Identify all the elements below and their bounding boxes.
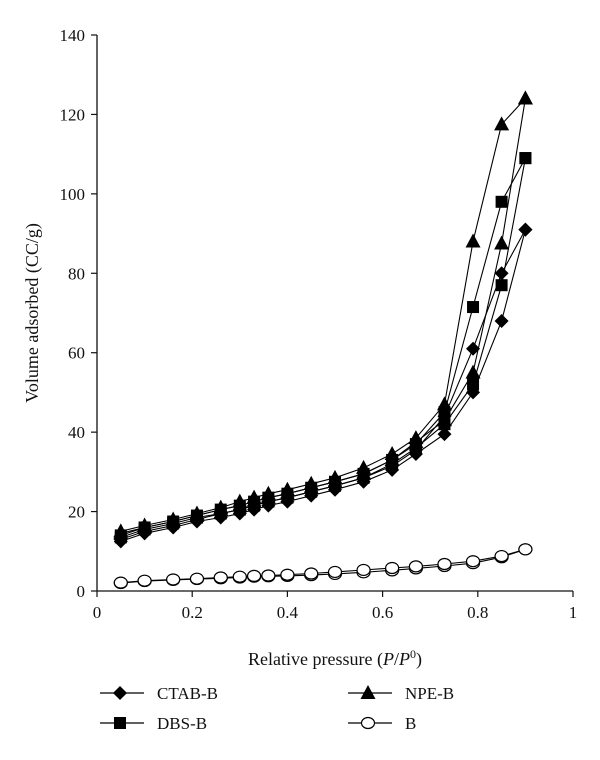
data-point-dbs-b bbox=[467, 301, 480, 314]
x-axis-label-var-p0: P bbox=[398, 649, 410, 669]
legend-marker-b bbox=[360, 716, 376, 730]
y-tick-label: 140 bbox=[60, 26, 86, 45]
data-point-npe-b bbox=[408, 430, 424, 445]
series-line-dbs-b-desorption bbox=[120, 157, 526, 536]
legend: CTAB-B DBS-B NPE-B B bbox=[100, 684, 454, 733]
data-point-ctab-b bbox=[494, 266, 509, 281]
x-tick-label: 1 bbox=[569, 603, 578, 622]
data-point-b bbox=[465, 555, 481, 568]
data-point-b bbox=[189, 572, 205, 585]
y-tick-label: 80 bbox=[68, 264, 85, 283]
x-axis-label-var-p: P bbox=[382, 649, 394, 669]
data-point-ctab-b bbox=[518, 222, 533, 237]
series-npe-b bbox=[113, 90, 533, 540]
data-point-b bbox=[408, 560, 424, 573]
data-point-b bbox=[356, 563, 371, 577]
y-axis-label: Volume adsorbed (CC/g) bbox=[22, 223, 43, 403]
legend-label: CTAB-B bbox=[157, 684, 218, 703]
legend-item-dbs-b: DBS-B bbox=[100, 714, 207, 733]
data-point-npe-b bbox=[137, 517, 153, 532]
data-point-dbs-b bbox=[495, 279, 508, 292]
data-point-npe-b bbox=[165, 511, 181, 526]
x-tick-label: 0 bbox=[93, 603, 102, 622]
data-point-npe-b bbox=[384, 445, 400, 460]
data-point-ctab-b bbox=[494, 313, 509, 328]
data-point-b bbox=[304, 567, 319, 580]
data-point-dbs-b bbox=[495, 195, 508, 208]
data-point-b bbox=[280, 568, 295, 581]
data-point-npe-b bbox=[494, 235, 510, 250]
y-tick-label: 40 bbox=[68, 423, 85, 442]
x-axis-label: Relative pressure (P/P0) bbox=[248, 647, 422, 670]
x-tick-label: 0.8 bbox=[467, 603, 488, 622]
legend-label: DBS-B bbox=[157, 714, 207, 733]
legend-item-npe-b: NPE-B bbox=[348, 684, 454, 703]
x-tick-label: 0.2 bbox=[182, 603, 203, 622]
series-line-b-adsorption bbox=[120, 548, 526, 584]
y-tick-label: 20 bbox=[68, 503, 85, 522]
x-axis-label-close: ) bbox=[416, 649, 422, 670]
legend-marker-ctab-b bbox=[113, 686, 127, 700]
x-tick-label: 0.6 bbox=[372, 603, 393, 622]
series-line-npe-b-desorption bbox=[120, 98, 526, 532]
data-point-npe-b bbox=[232, 493, 248, 508]
x-axis-label-main: Relative pressure ( bbox=[248, 649, 383, 670]
series-line-b-desorption bbox=[120, 548, 526, 584]
series-layer bbox=[113, 90, 533, 590]
legend-item-b: B bbox=[348, 714, 416, 733]
data-point-npe-b bbox=[517, 90, 533, 105]
data-point-npe-b bbox=[303, 475, 319, 490]
data-point-npe-b bbox=[436, 412, 452, 427]
data-point-b bbox=[213, 571, 228, 584]
data-point-b bbox=[246, 569, 262, 583]
data-point-b bbox=[385, 561, 400, 575]
data-point-npe-b bbox=[189, 505, 205, 520]
data-point-npe-b bbox=[465, 233, 481, 248]
series-line-npe-b-adsorption bbox=[120, 98, 526, 534]
data-point-npe-b bbox=[465, 364, 481, 379]
data-point-b bbox=[113, 576, 128, 589]
data-point-b bbox=[494, 549, 509, 563]
data-point-b bbox=[261, 569, 276, 582]
y-tick-label: 100 bbox=[60, 185, 86, 204]
data-point-npe-b bbox=[436, 396, 452, 411]
legend-marker-dbs-b bbox=[114, 717, 126, 729]
data-point-b bbox=[518, 543, 533, 556]
data-point-b bbox=[166, 573, 181, 586]
data-point-npe-b bbox=[260, 485, 276, 500]
x-axis-label-slash: / bbox=[394, 649, 399, 669]
data-point-b bbox=[437, 557, 452, 571]
data-point-npe-b bbox=[279, 481, 295, 496]
data-point-npe-b bbox=[327, 469, 343, 484]
legend-label: B bbox=[405, 714, 416, 733]
data-point-npe-b bbox=[213, 499, 229, 514]
data-point-dbs-b bbox=[467, 378, 480, 391]
axes: 0 0.2 0.4 0.6 0.8 1 0 20 40 60 80 100 120 140 bbox=[60, 26, 578, 622]
data-point-ctab-b bbox=[466, 341, 481, 356]
data-point-ctab-b bbox=[437, 427, 452, 442]
legend-label: NPE-B bbox=[405, 684, 454, 703]
data-point-dbs-b bbox=[519, 152, 532, 165]
y-tick-label: 60 bbox=[68, 344, 85, 363]
data-point-b bbox=[327, 565, 343, 579]
data-point-npe-b bbox=[356, 459, 372, 474]
legend-item-ctab-b: CTAB-B bbox=[100, 684, 218, 703]
data-point-npe-b bbox=[113, 523, 129, 538]
series-b bbox=[113, 543, 533, 590]
data-point-b bbox=[137, 574, 152, 587]
y-tick-label: 120 bbox=[60, 105, 86, 124]
data-point-b bbox=[232, 570, 247, 583]
x-tick-label: 0.4 bbox=[277, 603, 299, 622]
x-axis-label-superscript: 0 bbox=[410, 647, 416, 661]
data-point-npe-b bbox=[494, 116, 510, 131]
y-tick-label: 0 bbox=[77, 582, 86, 601]
legend-marker-npe-b bbox=[360, 685, 376, 699]
data-point-npe-b bbox=[246, 489, 262, 504]
